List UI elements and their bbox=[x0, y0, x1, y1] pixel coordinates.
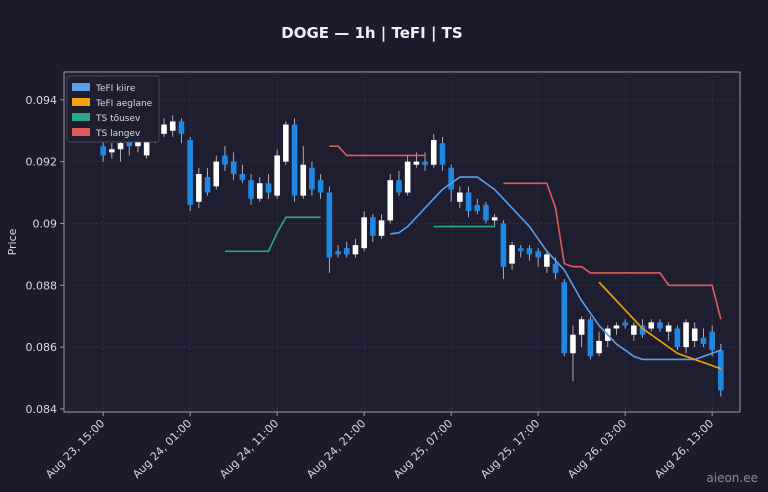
legend-swatch bbox=[72, 113, 90, 121]
legend-label: TS tõusev bbox=[95, 114, 141, 124]
candle-body bbox=[396, 180, 402, 193]
candle-body bbox=[265, 183, 272, 193]
candle-body bbox=[413, 161, 420, 165]
indicator-line bbox=[390, 176, 722, 361]
candle-body bbox=[126, 140, 133, 147]
candle-body bbox=[613, 325, 620, 329]
legend-swatch bbox=[72, 83, 90, 91]
candle-body bbox=[256, 183, 263, 199]
candle-body bbox=[674, 328, 681, 348]
candle-body bbox=[500, 223, 507, 267]
candle-body bbox=[448, 167, 454, 190]
candle-body bbox=[657, 322, 663, 329]
y-tick-label: 0.088 bbox=[26, 279, 58, 292]
indicator-line bbox=[224, 216, 495, 253]
candle-body bbox=[248, 180, 254, 199]
candle-body bbox=[404, 161, 411, 193]
candle-body bbox=[291, 124, 298, 196]
candle-body bbox=[639, 325, 646, 335]
candle-body bbox=[439, 143, 446, 165]
candle-body bbox=[317, 180, 324, 193]
candle-body bbox=[169, 121, 176, 131]
candle-body bbox=[526, 248, 533, 255]
candle-body bbox=[283, 124, 289, 162]
candle-body bbox=[430, 140, 437, 165]
candle-body bbox=[196, 174, 202, 202]
y-tick-label: 0.092 bbox=[26, 156, 58, 169]
candle-body bbox=[570, 334, 576, 354]
candles bbox=[100, 115, 724, 397]
plot-area bbox=[63, 71, 741, 413]
candle-body bbox=[691, 328, 698, 341]
candle-body bbox=[535, 251, 541, 258]
candle-body bbox=[187, 140, 193, 205]
legend-swatch bbox=[72, 98, 90, 106]
candle-body bbox=[683, 322, 689, 348]
candle-body bbox=[491, 217, 498, 221]
candle-body bbox=[665, 325, 672, 332]
candle-body bbox=[213, 161, 220, 187]
candle-body bbox=[422, 161, 428, 165]
y-tick-label: 0.086 bbox=[26, 341, 58, 354]
candle-body bbox=[343, 248, 350, 255]
candle-body bbox=[161, 124, 167, 134]
candle-body bbox=[648, 322, 655, 329]
watermark: aieon.ee bbox=[706, 471, 758, 485]
legend-box bbox=[66, 75, 160, 143]
candle-body bbox=[718, 350, 724, 391]
candle-body bbox=[222, 155, 228, 165]
candle-body bbox=[109, 149, 115, 153]
candle-body bbox=[465, 192, 472, 212]
candle-body bbox=[631, 325, 637, 335]
chart-title: DOGE — 1h | TeFI | TS bbox=[281, 24, 462, 43]
indicator-line bbox=[329, 145, 722, 320]
y-tick-label: 0.09 bbox=[33, 217, 58, 230]
candle-body bbox=[326, 192, 333, 258]
candle-body bbox=[457, 192, 463, 202]
candle-body bbox=[509, 245, 515, 264]
legend-label: TeFI kiire bbox=[95, 84, 136, 94]
candle-body bbox=[561, 282, 568, 354]
candle-body bbox=[335, 251, 341, 255]
candle-body bbox=[578, 319, 585, 335]
candle-body bbox=[474, 204, 481, 212]
legend-swatch bbox=[72, 128, 90, 136]
candle-body bbox=[709, 331, 715, 351]
candle-body bbox=[117, 143, 124, 150]
indicator-line bbox=[598, 281, 722, 370]
candle-body bbox=[544, 254, 550, 267]
candle-body bbox=[309, 167, 315, 190]
candle-body bbox=[587, 319, 594, 357]
candle-body bbox=[552, 263, 559, 273]
candle-body bbox=[361, 217, 367, 249]
y-axis-label: Price bbox=[6, 228, 19, 255]
candle-body bbox=[622, 322, 628, 326]
candle-body bbox=[700, 337, 707, 344]
y-tick-label: 0.084 bbox=[26, 403, 58, 416]
candle-body bbox=[300, 164, 307, 196]
candle-body bbox=[239, 174, 246, 181]
y-tick-label: 0.094 bbox=[26, 94, 58, 107]
candle-body bbox=[230, 161, 237, 174]
candle-body bbox=[387, 180, 394, 221]
candle-body bbox=[178, 121, 185, 134]
legend-label: TeFI aeglane bbox=[95, 99, 153, 109]
legend-label: TS langev bbox=[95, 129, 141, 139]
candle-body bbox=[517, 248, 524, 252]
candle-body bbox=[100, 146, 106, 156]
candle-body bbox=[370, 217, 376, 236]
candle-body bbox=[274, 155, 280, 196]
candle-body bbox=[204, 177, 211, 193]
candle-body bbox=[352, 245, 359, 255]
candle-body bbox=[143, 140, 150, 156]
grid bbox=[64, 72, 740, 412]
candle-body bbox=[378, 220, 385, 236]
candle-body bbox=[596, 340, 602, 354]
candle-body bbox=[483, 204, 489, 221]
